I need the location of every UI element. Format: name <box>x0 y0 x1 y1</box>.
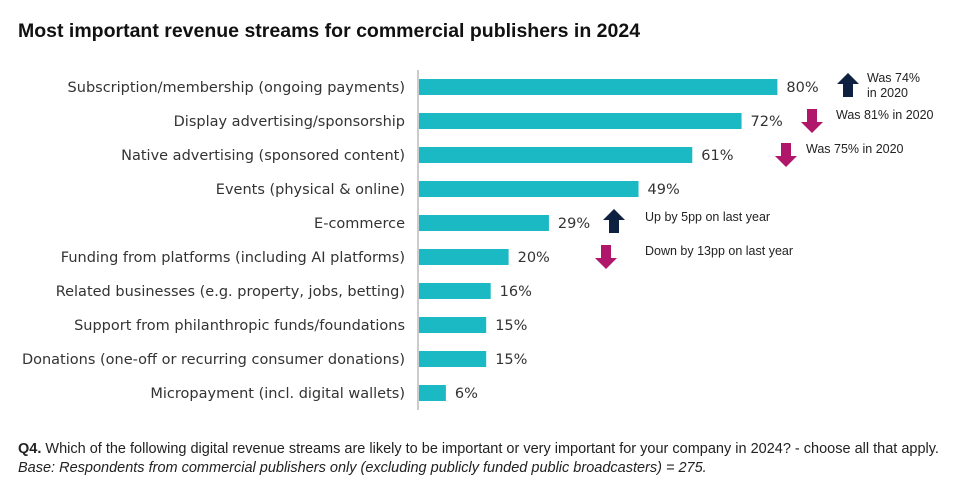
category-label: Events (physical & online) <box>216 182 405 198</box>
annotation-text: Up by 5pp on last year <box>645 210 770 224</box>
bar <box>419 283 491 299</box>
change-annotation: Was 75% in 2020 <box>775 142 904 167</box>
value-label: 61% <box>701 148 733 164</box>
value-label: 16% <box>500 284 532 300</box>
chart-title: Most important revenue streams for comme… <box>18 20 641 42</box>
category-label: Subscription/membership (ongoing payment… <box>68 80 405 96</box>
annotation-text: Was 75% in 2020 <box>806 142 904 156</box>
arrow-down-icon <box>801 109 823 133</box>
base-text: Base: Respondents from commercial publis… <box>18 460 707 476</box>
footnote: Q4. Which of the following digital reven… <box>18 440 948 478</box>
annotation-text: Was 74% <box>867 71 920 85</box>
category-label: Micropayment (incl. digital wallets) <box>150 386 405 402</box>
category-label: E-commerce <box>314 216 405 232</box>
value-label: 15% <box>495 318 527 334</box>
annotation-text: Was 81% in 2020 <box>836 108 934 122</box>
bar <box>419 147 693 163</box>
change-annotation: Was 74%in 2020 <box>837 71 920 100</box>
value-label: 20% <box>518 250 550 266</box>
question-text: Which of the following digital revenue s… <box>41 441 939 457</box>
bar-chart: Subscription/membership (ongoing payment… <box>22 70 934 410</box>
annotation-text: Down by 13pp on last year <box>645 244 793 258</box>
value-label: 29% <box>558 216 590 232</box>
bar <box>419 385 446 401</box>
change-annotation: Down by 13pp on last year <box>595 244 793 269</box>
arrow-up-icon <box>837 73 859 97</box>
category-label: Funding from platforms (including AI pla… <box>61 250 405 266</box>
annotation-text: in 2020 <box>867 86 908 100</box>
bar <box>419 79 778 95</box>
bar <box>419 317 487 333</box>
value-label: 72% <box>751 114 783 130</box>
bar <box>419 181 639 197</box>
change-annotation: Up by 5pp on last year <box>603 209 770 233</box>
category-label: Display advertising/sponsorship <box>174 114 405 130</box>
category-label: Native advertising (sponsored content) <box>121 148 405 164</box>
change-annotation: Was 81% in 2020 <box>801 108 934 133</box>
value-label: 15% <box>495 352 527 368</box>
category-label: Donations (one-off or recurring consumer… <box>22 352 405 368</box>
arrow-up-icon <box>603 209 625 233</box>
bar <box>419 215 549 231</box>
category-label: Related businesses (e.g. property, jobs,… <box>56 284 405 300</box>
value-label: 49% <box>648 182 680 198</box>
bar <box>419 113 742 129</box>
value-label: 80% <box>786 80 818 96</box>
category-label: Support from philanthropic funds/foundat… <box>74 318 405 334</box>
arrow-down-icon <box>775 143 797 167</box>
bar <box>419 351 487 367</box>
arrow-down-icon <box>595 245 617 269</box>
bar <box>419 249 509 265</box>
value-label: 6% <box>455 386 478 402</box>
question-id: Q4. <box>18 441 42 457</box>
